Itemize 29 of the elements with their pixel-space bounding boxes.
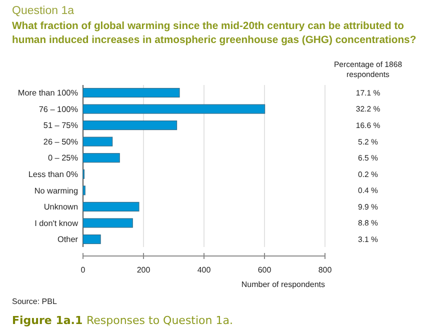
y-tick-label: I don't know <box>34 218 78 228</box>
source-note: Source: PBL <box>12 297 58 306</box>
x-tick-label: 0 <box>80 266 86 275</box>
y-tick-label: Less than 0% <box>28 170 78 180</box>
bar <box>82 218 133 228</box>
y-tick-label: 26 – 50% <box>43 137 78 146</box>
y-tick-label: 51 – 75% <box>43 121 78 130</box>
x-tick-label: 600 <box>258 266 272 275</box>
x-tick-label: 400 <box>197 266 212 275</box>
caption: Figure 1a.1 Responses to Question 1a. <box>12 314 233 327</box>
bar <box>82 136 113 146</box>
y-tick-label: Unknown <box>44 202 78 212</box>
bar <box>82 88 180 98</box>
x-tick-label: 200 <box>136 266 151 275</box>
chart-title: What fraction of global warming since the mid-20th century can be attributed to human induced increases in atmospheric greenhouse gas (GHG) concentrations? <box>12 21 416 46</box>
x-axis-title: Number of respondents <box>241 280 325 289</box>
bar <box>82 186 86 196</box>
bar <box>82 234 101 244</box>
y-tick-label: 0 – 25% <box>48 154 78 163</box>
bar <box>82 120 178 130</box>
y-tick-label: 76 – 100% <box>38 104 78 114</box>
bar <box>82 104 266 114</box>
x-tick-label: 800 <box>318 266 332 275</box>
y-tick-label: Other <box>58 235 78 244</box>
y-tick-label: No warming <box>34 186 78 196</box>
bar <box>82 202 140 212</box>
bar <box>82 153 120 163</box>
text: Question 1a <box>12 5 75 17</box>
y-tick-label: More than 100% <box>18 88 78 98</box>
